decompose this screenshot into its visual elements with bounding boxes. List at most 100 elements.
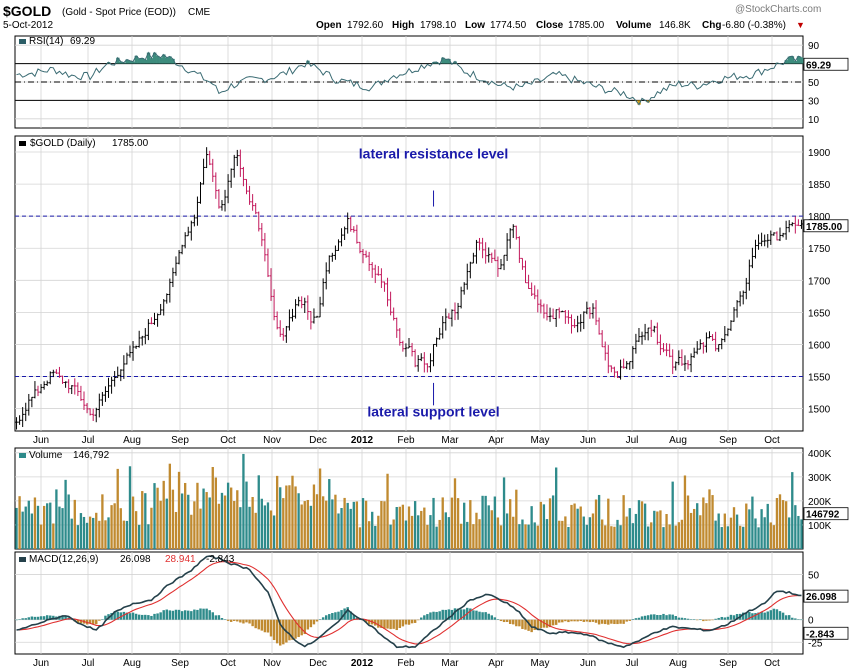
rsi-overbought-fill [787,56,792,64]
macd-histogram-bar [781,612,785,620]
macd-histogram-bar [174,609,178,620]
volume-bar [367,521,371,549]
volume-bar [788,517,791,549]
volume-bar [441,497,444,549]
volume-bar [220,492,224,549]
macd-histogram-bar [318,619,322,620]
volume-bar [720,527,723,549]
volume-bar [772,525,776,549]
volume-bar [800,519,803,549]
macd-histogram-bar [426,614,429,620]
volume-bar [696,503,699,549]
x-axis-label: Oct [220,658,236,669]
macd-histogram-bar [104,615,107,620]
macd-histogram-bar [649,614,653,620]
rsi-overbought-fill [152,52,157,64]
macd-histogram-bar [315,619,319,622]
macd-histogram-bar [236,619,239,622]
macd-histogram-bar [646,615,650,620]
macd-histogram-bar [794,618,797,620]
macd-histogram-bar [441,609,444,620]
macd-histogram-bar [131,612,135,620]
macd-histogram-bar [447,609,451,620]
macd-histogram-bar [211,612,214,620]
rsi-overbought-fill [134,55,138,64]
volume-bar [613,526,616,549]
macd-histogram-bar [545,619,549,628]
macd-histogram-bar [527,619,530,631]
x-axis-label: Aug [669,658,687,669]
volume-bar [294,486,297,549]
macd-histogram-bar [165,609,169,620]
volume-bar [229,487,233,549]
macd-histogram-bar [33,616,37,620]
volume-bar [180,493,184,549]
volume-bar [153,483,156,549]
volume-bar [325,500,328,549]
volume-bar [79,513,83,549]
macd-histogram-bar [367,619,371,625]
macd-histogram-bar [499,619,503,622]
macd-legend-value: 26.098 [120,554,151,565]
volume-bar [671,481,674,549]
macd-histogram-bar [27,617,31,620]
rsi-tick-label: 30 [808,96,820,107]
low-label: Low [465,20,485,31]
macd-histogram-bar [144,614,147,620]
macd-line [16,555,802,649]
macd-histogram-bar [70,619,73,620]
macd-legend: MACD(12,26,9) [29,554,98,565]
macd-histogram-bar [622,619,625,624]
volume-bar [573,503,576,549]
price-legend-value: 1785.00 [112,138,149,149]
volume-bar [285,485,288,549]
macd-histogram-bar [444,609,448,620]
macd-histogram-bar [340,610,343,620]
macd-histogram-bar [334,612,337,620]
volume-bar [797,515,800,549]
volume-bar [582,516,585,549]
x-axis-label: Sep [719,435,737,446]
macd-histogram-bar [389,619,392,630]
macd-histogram-bar [554,619,558,625]
macd-histogram-bar [671,614,674,620]
macd-histogram-bar [312,619,316,625]
macd-histogram-bar [196,609,199,620]
macd-histogram-bar [515,619,518,627]
x-axis-label: Jul [626,658,639,669]
ticker-symbol: $GOLD [3,3,51,19]
rsi-overbought-fill [453,61,457,64]
volume-bar [570,504,573,549]
macd-histogram-bar [591,619,595,622]
macd-histogram-bar [88,619,92,624]
volume-bar [426,524,429,549]
macd-histogram-bar [190,611,193,620]
volume-bar [371,511,374,549]
volume-bar [643,503,647,549]
volume-bar [601,519,604,549]
macd-histogram-bar [631,619,635,620]
price-legend-swatch [19,141,26,146]
volume-bar [490,510,493,549]
volume-bar [395,507,398,549]
volume-bar [76,525,80,549]
volume-value-tag [803,507,849,521]
macd-histogram-bar [147,615,150,620]
macd-histogram-bar [233,619,236,621]
volume-bar [579,506,582,549]
price-tick-label: 1550 [808,372,831,383]
macd-histogram-bar [518,619,521,627]
volume-bar [502,477,506,549]
macd-histogram-bar [729,614,733,620]
volume-bar [423,507,426,549]
volume-bar [263,505,267,549]
volume-bar [312,484,316,549]
rsi-overbought-fill [431,62,436,64]
volume-bar [251,497,254,549]
macd-histogram-bar [168,610,172,620]
volume-bar [748,509,751,549]
volume-bar [536,525,539,549]
volume-bar [269,510,273,549]
macd-histogram-bar [214,615,218,620]
